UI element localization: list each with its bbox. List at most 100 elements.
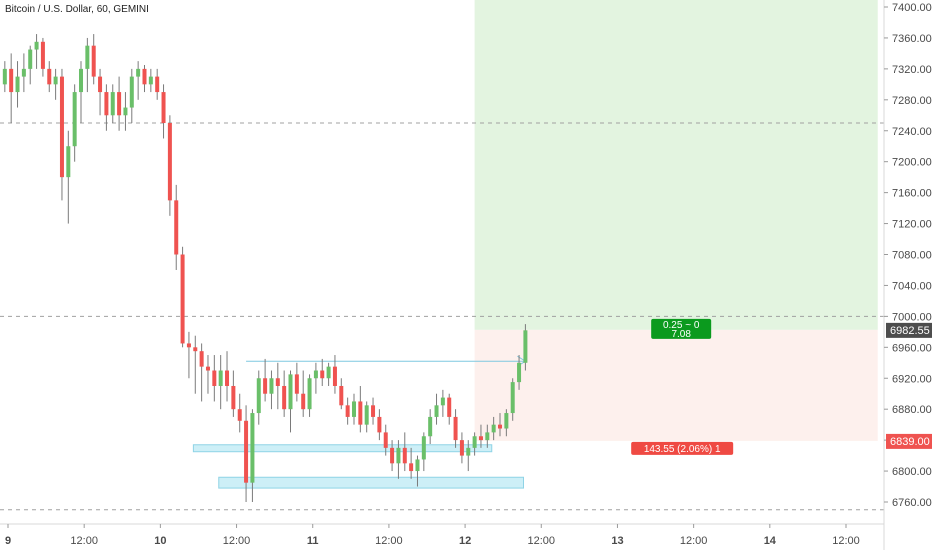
stop-badge: 143.55 (2.06%) 1 [631,441,734,455]
candle-body [225,370,230,386]
candle-0 [2,61,7,93]
candle-40 [256,370,261,425]
candle-30 [193,335,198,394]
candle-81 [517,355,522,390]
candle-body [307,378,312,410]
candle-body [237,409,242,421]
candle-body [440,397,445,406]
candle-43 [275,362,280,410]
candle-body [53,76,58,85]
y-tick-label-0: 6760.00 [892,497,932,509]
candle-body [263,378,268,394]
candle-body [104,92,109,116]
target-badge-bg [651,318,712,339]
position-layer [474,0,878,441]
candle-body [199,351,204,367]
candle-body [231,385,236,410]
candle-body [136,68,141,77]
candle-15 [98,68,103,116]
candle-75 [478,424,483,448]
y-tick-label-7: 7040.00 [892,280,932,292]
candle-body [79,68,84,93]
y-tick-label-15: 7360.00 [892,33,932,45]
candle-body [21,68,26,77]
candle-56 [358,385,363,433]
candle-body [409,463,414,472]
candle-body [301,393,306,410]
candle-27 [174,184,179,270]
candle-body [390,447,395,464]
candle-body [9,68,14,93]
candle-body [339,385,344,406]
candle-9 [59,68,64,201]
candle-body [269,378,274,394]
candle-body [2,68,7,85]
candle-72 [459,432,464,464]
candle-body [351,401,356,417]
candle-body [447,397,452,417]
stop-badge-text: 143.55 (2.06%) 1 [644,444,721,455]
y-tick-label-14: 7320.00 [892,64,932,76]
x-tick-label-11: 12:00 [832,535,860,547]
price-label-1: 6839.00 [886,433,932,449]
target-badge: 0.25 ~ 07.08 [651,318,712,340]
candle-22 [142,65,147,93]
y-tick-label-10: 7160.00 [892,188,932,200]
candle-body [148,76,153,85]
candle-28 [180,246,185,348]
candle-82 [523,324,528,371]
candle-body [472,436,477,448]
candle-62 [396,440,401,479]
candle-26 [167,115,172,216]
x-tick-label-7: 12:00 [528,535,556,547]
candle-24 [155,68,160,100]
candle-body [504,413,509,429]
candle-11 [72,84,77,162]
candle-body [180,254,185,344]
candle-body [129,76,134,108]
candle-58 [371,397,376,425]
candle-52 [332,355,337,394]
candle-body [142,68,147,85]
chart-title: Bitcoin / U.S. Dollar, 60, GEMINI [5,4,149,15]
candle-74 [472,432,477,456]
y-tick-label-3: 6880.00 [892,404,932,416]
candle-body [282,385,287,410]
candle-17 [110,84,115,124]
candle-79 [504,409,509,437]
candle-73 [466,440,471,472]
x-tick-label-2: 10 [154,535,166,547]
candle-body [34,41,39,50]
candle-8 [53,68,58,100]
candle-body [205,366,210,371]
candle-44 [282,370,287,417]
candle-49 [313,362,318,394]
candle-63 [402,432,407,472]
candle-body [491,424,496,433]
candle-19 [123,92,128,131]
candle-46 [294,362,299,402]
y-tick-label-13: 7280.00 [892,95,932,107]
candle-body [47,68,52,85]
candle-20 [129,68,134,124]
y-tick-label-12: 7240.00 [892,126,932,138]
candle-body [326,366,331,379]
price-label-bg [886,322,932,338]
candle-31 [199,343,204,402]
candle-body [320,370,325,379]
candle-23 [148,68,153,93]
candle-body [294,374,299,394]
candle-body [498,424,503,429]
candle-body [66,146,71,178]
candle-50 [320,358,325,386]
price-label-text: 6982.55 [890,325,930,337]
candles [2,34,528,502]
candle-55 [351,393,356,425]
candle-59 [377,409,382,441]
candle-61 [390,440,395,472]
time-axis[interactable]: 9 12:00 10 12:00 11 12:00 12 12:00 13 12:00 14 12:0… [5,524,860,547]
price-axis[interactable]: 6760.006800.006840.006880.006920.006960.… [884,2,932,509]
y-tick-label-4: 6920.00 [892,373,932,385]
candle-body [193,347,198,352]
